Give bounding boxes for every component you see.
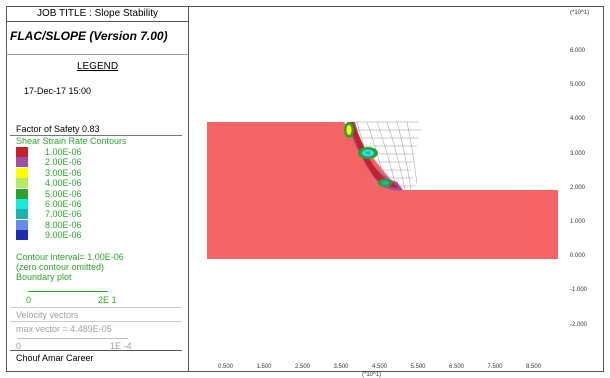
contour-value-label: 6.00E-06 xyxy=(45,199,82,209)
legend-panel: JOB TITLE : Slope Stability FLAC/SLOPE (… xyxy=(6,6,189,372)
y-tick-label: 0.000 xyxy=(570,253,586,260)
velocity-vectors-label: Velocity vectors xyxy=(16,310,79,320)
contour-legend-row: 3.00E-06 xyxy=(16,167,186,178)
contour-value-label: 1.00E-06 xyxy=(45,147,82,157)
max-vector: max vector = 4.489E-05 xyxy=(16,324,112,334)
contour-legend-row: 2.00E-06 xyxy=(16,157,186,168)
vector-scale-max: 1E -4 xyxy=(110,341,132,351)
y-tick-label: 1.000 xyxy=(570,219,586,225)
boundary-scale-bar xyxy=(28,285,108,292)
x-axis-multiplier: (*10^1) xyxy=(362,372,382,378)
contour-color-swatch xyxy=(16,199,28,209)
contour-color-swatch xyxy=(16,230,28,241)
y-tick-label: 6.000 xyxy=(570,48,586,54)
contour-color-swatch xyxy=(16,219,28,230)
contour-value-label: 9.00E-06 xyxy=(45,230,82,241)
boundary-plot-label: Boundary plot xyxy=(16,272,72,282)
contour-color-swatch xyxy=(16,209,28,220)
contour-legend-row: 6.00E-06 xyxy=(16,199,186,209)
x-tick-label: 1.500 xyxy=(256,364,272,370)
contour-value-label: 4.00E-06 xyxy=(45,178,82,189)
contour-legend-row: 4.00E-06 xyxy=(16,178,186,189)
divider xyxy=(10,135,182,136)
vector-scale-bar xyxy=(18,332,128,339)
x-tick-label: 8.500 xyxy=(526,364,542,370)
x-tick-label: 0.500 xyxy=(218,364,234,370)
x-tick-label: 5.500 xyxy=(410,364,426,370)
y-tick-label: 3.000 xyxy=(570,150,586,157)
shear-strain-contours xyxy=(344,122,403,191)
divider xyxy=(10,321,182,322)
boundary-scale-min: 0 xyxy=(26,295,32,305)
x-tick-label: 2.500 xyxy=(295,364,311,370)
x-tick-label: 7.500 xyxy=(487,364,503,370)
x-tick-label: 4.500 xyxy=(372,364,388,370)
contour-legend-row: 5.00E-06 xyxy=(16,188,186,199)
contour-value-label: 2.00E-06 xyxy=(45,157,82,168)
divider xyxy=(10,307,182,308)
contour-value-label: 3.00E-06 xyxy=(45,167,82,178)
contour-value-label: 7.00E-06 xyxy=(45,209,82,220)
contour-color-swatch xyxy=(16,188,28,199)
program-title: FLAC/SLOPE (Version 7.00) xyxy=(10,29,168,43)
contour-color-swatch xyxy=(16,157,28,168)
model-plot xyxy=(207,121,558,259)
x-tick-label: 6.500 xyxy=(449,364,465,370)
contour-legend-row: 8.00E-06 xyxy=(16,219,186,230)
divider xyxy=(10,350,182,351)
contour-heading: Shear Strain Rate Contours xyxy=(16,136,127,146)
legend-date: 17-Dec-17 15:00 xyxy=(24,86,92,96)
y-tick-label: 4.000 xyxy=(570,116,586,123)
y-axis: (*10^1) 6.000 5.000 4.000 3.000 2.000 1.000 0.… xyxy=(566,6,604,372)
contour-legend-row: 9.00E-06 xyxy=(16,230,186,241)
vector-scale-min: 0 xyxy=(16,341,22,351)
slope-model-body xyxy=(207,122,558,259)
y-tick-label: 5.000 xyxy=(570,82,586,89)
contour-interval: Contour interval= 1.00E-06 xyxy=(16,252,124,262)
contour-color-swatch xyxy=(16,147,28,157)
author-name: Chouf Amar Career xyxy=(16,353,94,363)
zero-contour-note: (zero contour omitted) xyxy=(16,262,105,272)
y-tick-label: -2.000 xyxy=(570,321,588,328)
contour-color-swatch xyxy=(16,167,28,178)
contour-color-swatch xyxy=(16,178,28,189)
y-tick-label: -1.000 xyxy=(570,287,588,294)
boundary-scale-max: 2E 1 xyxy=(98,295,117,305)
factor-of-safety: Factor of Safety 0.83 xyxy=(16,124,100,134)
contour-legend-row: 7.00E-06 xyxy=(16,209,186,220)
x-tick-label: 3.500 xyxy=(333,364,349,370)
contour-value-label: 5.00E-06 xyxy=(45,188,82,199)
legend-title: LEGEND xyxy=(76,61,119,72)
y-axis-multiplier: (*10^1) xyxy=(570,10,590,16)
job-title: JOB TITLE : Slope Stability xyxy=(6,6,189,22)
divider xyxy=(6,54,189,55)
contour-legend-row: 1.00E-06 xyxy=(16,147,186,157)
y-tick-label: 2.000 xyxy=(570,184,586,191)
contour-value-label: 8.00E-06 xyxy=(45,219,82,230)
